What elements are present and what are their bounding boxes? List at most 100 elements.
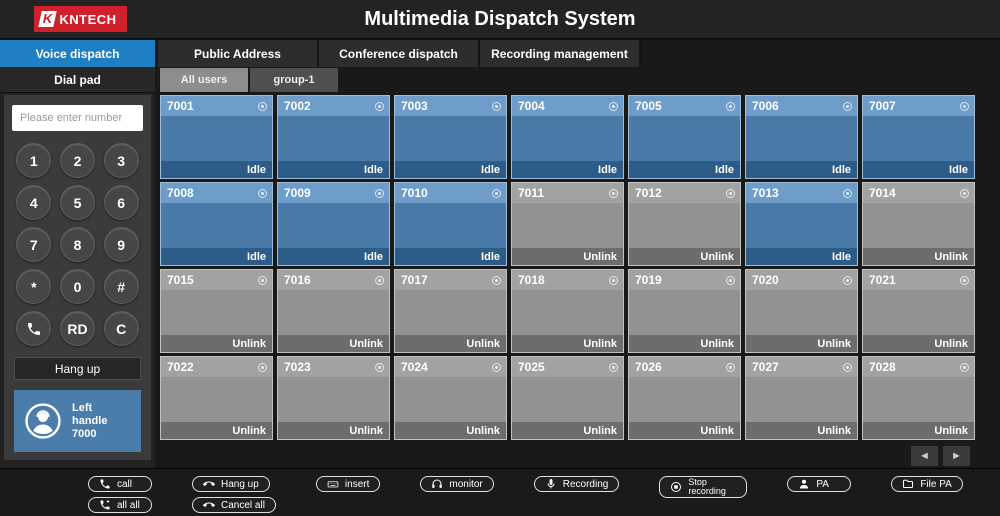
tab-voice-dispatch[interactable]: Voice dispatch xyxy=(0,40,155,67)
toolbar-cancel-all-button[interactable]: Cancel all xyxy=(192,497,276,513)
extension-card-7005[interactable]: 7005 Idle xyxy=(628,95,741,179)
key-0[interactable]: 0 xyxy=(59,269,95,304)
extension-card-7015[interactable]: 7015 Unlink xyxy=(160,269,273,353)
extension-card-header: 7015 xyxy=(161,270,272,290)
key-9[interactable]: 9 xyxy=(103,227,139,262)
toolbar-pa-button[interactable]: PA xyxy=(787,476,852,492)
extension-card-7009[interactable]: 7009 Idle xyxy=(277,182,390,266)
key-4[interactable]: 4 xyxy=(16,185,52,220)
extension-card-7017[interactable]: 7017 Unlink xyxy=(394,269,507,353)
key-6[interactable]: 6 xyxy=(103,185,139,220)
dial-number-input[interactable] xyxy=(12,105,143,131)
extension-card-7020[interactable]: 7020 Unlink xyxy=(745,269,858,353)
extension-card-body xyxy=(863,377,974,422)
extension-card-footer: Unlink xyxy=(629,422,740,439)
extension-card-body xyxy=(512,377,623,422)
toolbar-recording-button[interactable]: Recording xyxy=(533,476,620,492)
extension-card-7014[interactable]: 7014 Unlink xyxy=(862,182,975,266)
extension-card-header: 7020 xyxy=(746,270,857,290)
extension-card-7018[interactable]: 7018 Unlink xyxy=(511,269,624,353)
key-5[interactable]: 5 xyxy=(59,185,95,220)
key-8[interactable]: 8 xyxy=(59,227,95,262)
extension-number: 7017 xyxy=(401,273,428,287)
extension-status: Idle xyxy=(832,250,851,263)
tab-public-address[interactable]: Public Address xyxy=(158,40,319,67)
toolbar-call-button[interactable]: call xyxy=(88,476,152,492)
extension-card-7002[interactable]: 7002 Idle xyxy=(277,95,390,179)
extension-card-body xyxy=(395,116,506,161)
page-title: Multimedia Dispatch System xyxy=(364,7,636,30)
key-star[interactable]: * xyxy=(16,269,52,304)
extension-card-body xyxy=(278,377,389,422)
extension-card-7007[interactable]: 7007 Idle xyxy=(862,95,975,179)
extension-card-header: 7006 xyxy=(746,96,857,116)
extension-card-header: 7011 xyxy=(512,183,623,203)
extension-card-7006[interactable]: 7006 Idle xyxy=(745,95,858,179)
key-2[interactable]: 2 xyxy=(59,143,95,178)
extension-card-7028[interactable]: 7028 Unlink xyxy=(862,356,975,440)
extension-card-7027[interactable]: 7027 Unlink xyxy=(745,356,858,440)
extension-card-7004[interactable]: 7004 Idle xyxy=(511,95,624,179)
extension-card-7011[interactable]: 7011 Unlink xyxy=(511,182,624,266)
key-1[interactable]: 1 xyxy=(16,143,52,178)
extension-number: 7021 xyxy=(869,273,896,287)
extension-card-body xyxy=(629,116,740,161)
extension-card-7026[interactable]: 7026 Unlink xyxy=(628,356,741,440)
extension-card-7022[interactable]: 7022 Unlink xyxy=(160,356,273,440)
extension-number: 7023 xyxy=(284,360,311,374)
extension-number: 7026 xyxy=(635,360,662,374)
info-icon xyxy=(843,275,852,285)
extension-card-footer: Idle xyxy=(395,248,506,265)
extension-card-7003[interactable]: 7003 Idle xyxy=(394,95,507,179)
extension-card-7008[interactable]: 7008 Idle xyxy=(160,182,273,266)
extension-card-7019[interactable]: 7019 Unlink xyxy=(628,269,741,353)
extension-number: 7028 xyxy=(869,360,896,374)
key-c[interactable]: C xyxy=(103,311,139,346)
group-tab-group-1[interactable]: group-1 xyxy=(250,68,338,92)
extension-card-body xyxy=(278,290,389,335)
toolbar-stop-recording-button[interactable]: Stop recording xyxy=(659,476,748,498)
toolbar-insert-button[interactable]: insert xyxy=(315,476,381,492)
toolbar-button-label: monitor xyxy=(449,478,483,490)
toolbar-all-all-button[interactable]: all all xyxy=(88,497,152,513)
extension-card-7024[interactable]: 7024 Unlink xyxy=(394,356,507,440)
key-3[interactable]: 3 xyxy=(103,143,139,178)
left-handle-panel[interactable]: Left handle 7000 xyxy=(14,390,141,452)
extension-card-7016[interactable]: 7016 Unlink xyxy=(277,269,390,353)
extension-number: 7018 xyxy=(518,273,545,287)
next-page-button[interactable]: ► xyxy=(943,446,970,466)
extension-card-7001[interactable]: 7001 Idle xyxy=(160,95,273,179)
toolbar-button-label: Recording xyxy=(562,478,609,490)
extension-number: 7020 xyxy=(752,273,779,287)
toolbar-button-label: Cancel all xyxy=(221,499,265,511)
toolbar-button-label: call xyxy=(117,478,133,490)
tab-conference-dispatch[interactable]: Conference dispatch xyxy=(319,40,480,67)
key-hash[interactable]: # xyxy=(103,269,139,304)
key-rd[interactable]: RD xyxy=(59,311,95,346)
info-icon xyxy=(492,101,501,111)
extension-card-7025[interactable]: 7025 Unlink xyxy=(511,356,624,440)
toolbar-hang-up-button[interactable]: Hang up xyxy=(192,476,270,492)
tab-recording-management[interactable]: Recording management xyxy=(480,40,641,67)
extension-card-7013[interactable]: 7013 Idle xyxy=(745,182,858,266)
extension-card-footer: Idle xyxy=(278,161,389,178)
group-tab-all-users[interactable]: All users xyxy=(160,68,248,92)
toolbar-button-label: File PA xyxy=(920,478,952,490)
key-call[interactable] xyxy=(16,311,52,346)
key-7[interactable]: 7 xyxy=(16,227,52,262)
extension-card-header: 7017 xyxy=(395,270,506,290)
extension-card-7010[interactable]: 7010 Idle xyxy=(394,182,507,266)
toolbar-group: Hang up Cancel all xyxy=(192,476,276,513)
toolbar-file-pa-button[interactable]: File PA xyxy=(891,476,963,492)
extension-card-7023[interactable]: 7023 Unlink xyxy=(277,356,390,440)
extension-card-7021[interactable]: 7021 Unlink xyxy=(862,269,975,353)
extension-card-footer: Unlink xyxy=(395,422,506,439)
info-icon xyxy=(726,362,735,372)
extension-card-header: 7009 xyxy=(278,183,389,203)
toolbar-group: Stop recording xyxy=(659,476,748,498)
extension-card-7012[interactable]: 7012 Unlink xyxy=(628,182,741,266)
prev-page-button[interactable]: ◄ xyxy=(911,446,938,466)
toolbar-monitor-button[interactable]: monitor xyxy=(420,476,494,492)
nav-tabs: Voice dispatch Public Address Conference d… xyxy=(0,40,1000,67)
hangup-button[interactable]: Hang up xyxy=(14,357,141,380)
